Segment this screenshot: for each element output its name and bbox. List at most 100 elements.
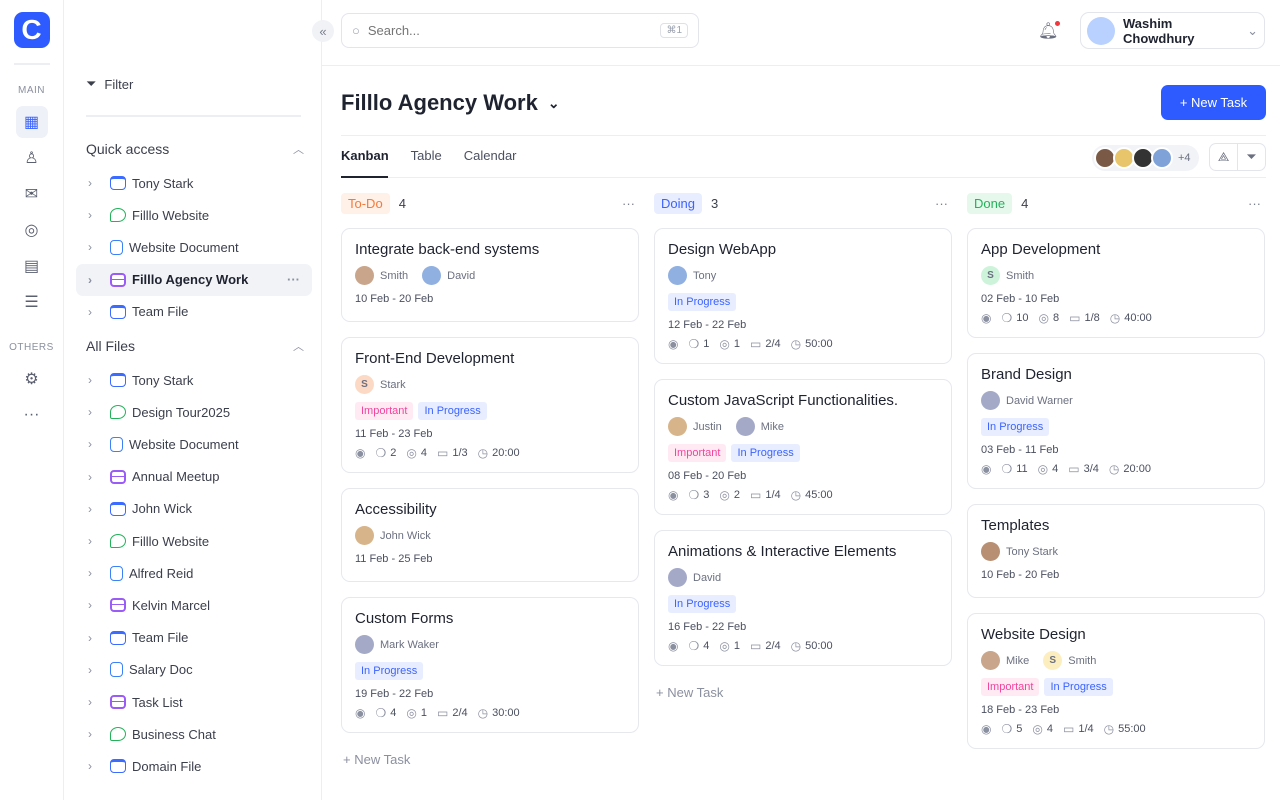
file-item[interactable]: › John Wick — [76, 493, 312, 525]
chevron-right-icon[interactable]: › — [88, 176, 92, 190]
chat-icon[interactable]: ◎ — [24, 222, 39, 239]
settings-icon[interactable]: ⚙ — [24, 371, 39, 388]
chevron-right-icon[interactable]: › — [88, 501, 92, 516]
quick-access-header[interactable]: Quick access ︿ — [86, 141, 304, 157]
file-item[interactable]: › Website Document — [76, 428, 312, 460]
file-item[interactable]: › Filllo Agency Work ··· — [76, 263, 312, 296]
task-card[interactable]: Templates Tony Stark 10 Feb - 20 Feb — [967, 504, 1265, 598]
new-task-button[interactable]: + New Task — [1161, 85, 1266, 120]
file-item[interactable]: › Business Chat — [76, 718, 312, 750]
chat-icon — [110, 727, 126, 742]
task-card[interactable]: App Development S Smith 02 Feb - 10 Feb ◉ ❍ 10… — [967, 228, 1265, 338]
tab-table[interactable]: Table — [410, 148, 442, 163]
assignee-name: Mark Waker — [380, 638, 439, 651]
file-item[interactable]: › Design Tour2025 — [76, 396, 312, 428]
member-avatars[interactable]: +4 — [1092, 145, 1199, 171]
project-title-dropdown[interactable]: Filllo Agency Work ⌄ — [341, 90, 560, 116]
file-item-label: Kelvin Marcel — [132, 597, 211, 613]
chevron-right-icon[interactable]: › — [88, 566, 92, 581]
chevron-right-icon[interactable]: › — [88, 208, 92, 223]
file-item-label: John Wick — [132, 501, 192, 517]
stat-value: 4 — [1052, 463, 1059, 475]
chevron-right-icon[interactable]: › — [88, 272, 92, 287]
avatar — [981, 542, 1000, 561]
chevron-right-icon[interactable]: › — [88, 695, 92, 709]
file-item[interactable]: › Filllo Website — [76, 525, 312, 557]
file-item[interactable]: › Alfred Reid — [76, 557, 312, 589]
task-card[interactable]: Front-End Development S Stark Important In P… — [341, 337, 639, 473]
chevron-right-icon[interactable]: › — [88, 630, 92, 645]
stat: ▭ 2/4 — [437, 706, 468, 720]
chevron-right-icon[interactable]: › — [88, 534, 92, 548]
chevron-right-icon[interactable]: › — [88, 240, 92, 255]
filter-icon[interactable]: ⏷ — [1237, 144, 1265, 170]
search-box[interactable]: ○ ⌘1 — [341, 13, 699, 48]
assignees: John Wick — [355, 526, 625, 545]
task-card[interactable]: Animations & Interactive Elements David In… — [654, 530, 952, 666]
file-item[interactable]: › Tony Stark — [76, 167, 312, 199]
stat-value: 20:00 — [492, 447, 520, 459]
stat-value: 2/4 — [765, 338, 781, 350]
file-item[interactable]: › Domain File — [76, 750, 312, 782]
card-title: Animations & Interactive Elements — [668, 543, 897, 560]
collapse-sidebar-button[interactable]: « — [312, 20, 334, 42]
more-icon[interactable]: ··· — [23, 406, 40, 423]
database-icon[interactable]: ☰ — [24, 294, 39, 311]
folder-icon — [110, 176, 126, 190]
app-logo[interactable]: C — [13, 12, 50, 48]
file-item[interactable]: › Task List — [76, 686, 312, 718]
tab-calendar[interactable]: Calendar — [463, 148, 517, 163]
divider — [13, 63, 50, 65]
task-card[interactable]: Website Design Mike S Smith Important In Prog… — [967, 613, 1265, 749]
more-options-icon[interactable]: ··· — [287, 272, 300, 288]
user-icon[interactable]: ♙ — [24, 150, 39, 167]
clipboard-icon[interactable]: ▤ — [23, 258, 40, 275]
chevron-right-icon[interactable]: › — [88, 304, 92, 319]
chevron-up-icon: ︿ — [293, 144, 304, 156]
task-card[interactable]: Custom JavaScript Functionalities. Justin… — [654, 379, 952, 515]
stat-value: 55:00 — [1118, 723, 1146, 735]
more-options-icon[interactable]: ··· — [622, 195, 635, 211]
tab-kanban[interactable]: Kanban — [341, 148, 389, 163]
file-item[interactable]: › Website Document — [76, 231, 312, 263]
filter-button[interactable]: ⏷ Filter — [86, 76, 133, 92]
chevron-right-icon[interactable]: › — [88, 598, 92, 613]
more-options-icon[interactable]: ··· — [1248, 195, 1261, 211]
file-item[interactable]: › Salary Doc — [76, 654, 312, 686]
stat: ◎ 1 — [406, 706, 427, 720]
more-options-icon[interactable]: ··· — [935, 195, 948, 211]
file-item[interactable]: › Tony Stark — [76, 364, 312, 396]
stat: ◎ 4 — [1032, 722, 1053, 736]
subtask-icon: ▭ — [1069, 311, 1081, 325]
all-files-header[interactable]: All Files ︿ — [86, 338, 304, 354]
inbox-icon[interactable]: ✉ — [24, 186, 39, 203]
user-menu[interactable]: Washim Chowdhury ⌄ — [1080, 12, 1265, 49]
view-icon: ◎ — [719, 337, 730, 351]
task-card[interactable]: Integrate back-end systems Smith David 10 F… — [341, 228, 639, 322]
task-card[interactable]: Brand Design David Warner In Progress 03 Fe… — [967, 353, 1265, 489]
file-item[interactable]: › Team File — [76, 622, 312, 654]
stat-value: 1 — [733, 640, 740, 652]
file-item[interactable]: › Filllo Website — [76, 199, 312, 231]
task-card[interactable]: Custom Forms Mark Waker In Progress 19 Feb … — [341, 597, 639, 733]
task-card[interactable]: Design WebApp Tony In Progress 12 Feb - 22 … — [654, 228, 952, 364]
add-task-button[interactable]: + New Task — [656, 685, 724, 700]
chevron-right-icon[interactable]: › — [88, 662, 92, 677]
dashboard-icon[interactable]: ▦ — [15, 106, 48, 138]
file-item[interactable]: › Team File — [76, 296, 312, 328]
file-item[interactable]: › Annual Meetup — [76, 461, 312, 493]
add-task-button[interactable]: + New Task — [343, 752, 411, 767]
chevron-right-icon[interactable]: › — [88, 469, 92, 484]
icon-rail: C MAIN ▦ ♙ ✉ ◎ ▤ ☰ OTHERS ⚙ ··· — [0, 0, 64, 800]
chevron-right-icon[interactable]: › — [88, 759, 92, 774]
chevron-right-icon[interactable]: › — [88, 373, 92, 387]
notification-bell-icon[interactable]: 🔔︎ — [1038, 21, 1061, 40]
search-input[interactable] — [367, 23, 653, 38]
file-item[interactable]: › Kelvin Marcel — [76, 589, 312, 621]
share-icon[interactable]: ⟁ — [1217, 149, 1230, 164]
chevron-right-icon[interactable]: › — [88, 437, 92, 452]
chevron-right-icon[interactable]: › — [88, 405, 92, 420]
file-item-label: Alfred Reid — [129, 565, 194, 581]
chevron-right-icon[interactable]: › — [88, 727, 92, 742]
task-card[interactable]: Accessibility John Wick 11 Feb - 25 Feb — [341, 488, 639, 582]
